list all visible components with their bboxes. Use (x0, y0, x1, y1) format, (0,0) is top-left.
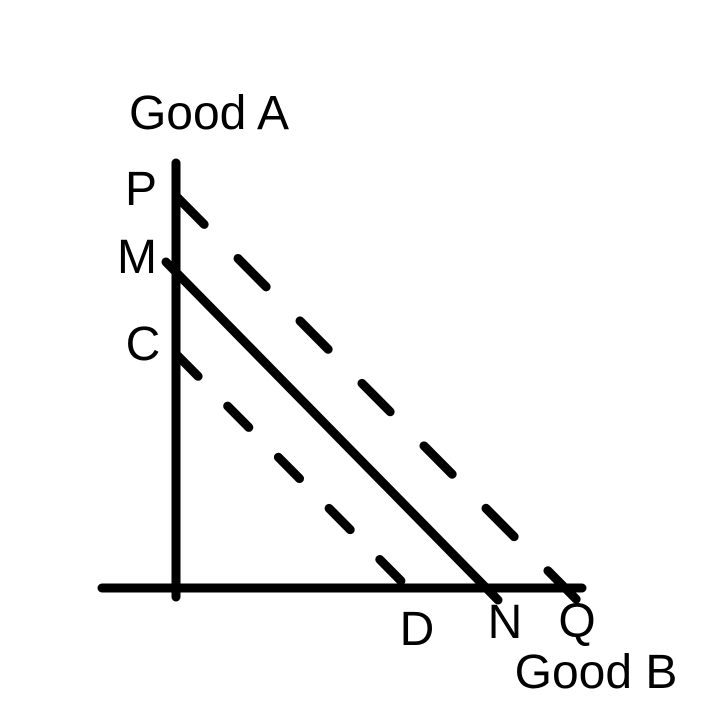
point-label-m: M (117, 231, 157, 284)
budget-line-mn (161, 257, 503, 605)
point-label-n: N (487, 596, 523, 649)
budget-line-cd (172, 350, 417, 597)
point-label-q: Q (558, 595, 596, 648)
budget-line-pq (171, 191, 583, 606)
x-axis-title: Good B (514, 646, 678, 699)
y-axis-title: Good A (128, 87, 290, 140)
point-label-d: D (399, 603, 435, 656)
point-label-c: C (125, 318, 161, 371)
point-label-p: P (124, 163, 158, 216)
